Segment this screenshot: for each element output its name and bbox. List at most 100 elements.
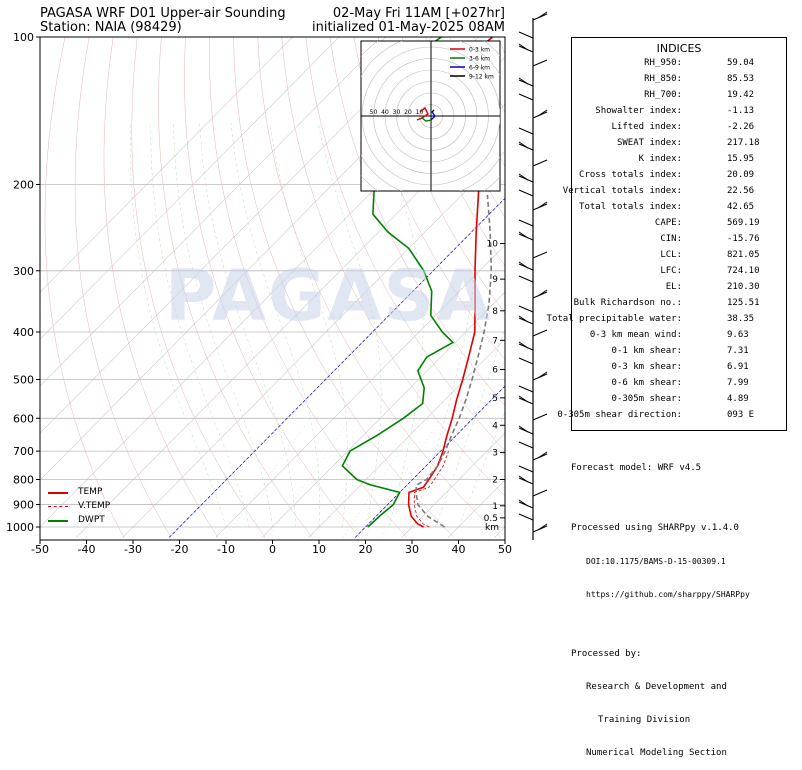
index-row: Lifted index: -2.26	[572, 122, 786, 138]
x-tick-label: -40	[78, 543, 96, 556]
index-value: 42.65	[727, 202, 754, 212]
index-row: Showalter index:-1.13	[572, 106, 786, 122]
y-tick-label: 600	[13, 412, 34, 425]
index-row: Total precipitable water:38.35	[572, 314, 786, 330]
hodograph-legend-label: 6-9 km	[469, 65, 490, 72]
legend-temp: TEMP	[44, 485, 110, 499]
wind-barb	[519, 386, 533, 392]
x-tick-label: -50	[31, 543, 49, 556]
index-value: 19.42	[727, 90, 754, 100]
index-label: Lifted index:	[612, 122, 682, 132]
y-tick-label: 200	[13, 179, 34, 192]
wind-barb	[519, 232, 533, 240]
y-tick-label: 500	[13, 373, 34, 386]
height-label: 8	[492, 307, 498, 317]
wind-barb	[519, 262, 533, 270]
index-row: CAPE:569.19	[572, 218, 786, 234]
height-label: 6	[492, 365, 498, 375]
index-value: 15.95	[727, 154, 754, 164]
index-value: 9.63	[727, 330, 749, 340]
index-value: 6.91	[727, 362, 749, 372]
wind-barb	[519, 306, 533, 312]
index-value: -15.76	[727, 234, 760, 244]
index-label: 0-305m shear:	[612, 394, 682, 404]
index-label: K index:	[639, 154, 682, 164]
wind-barb	[533, 414, 547, 420]
index-label: LCL:	[660, 250, 682, 260]
wind-barb-flag	[519, 128, 533, 134]
index-row: Cross totals index:20.09	[572, 170, 786, 186]
wind-barb-flag	[519, 276, 533, 282]
index-label: Total precipitable water:	[547, 314, 682, 324]
index-value: -1.13	[727, 106, 754, 116]
height-label: 1	[492, 502, 498, 512]
y-tick-label: 900	[13, 499, 34, 512]
wind-barb	[519, 94, 533, 100]
height-label: 4	[492, 421, 498, 431]
x-tick-label: -20	[171, 543, 189, 556]
x-tick-label: 30	[405, 543, 419, 556]
height-label: 7	[492, 336, 498, 346]
y-tick-label: 400	[13, 326, 34, 339]
index-row: LCL:821.05	[572, 250, 786, 266]
wind-barb	[519, 142, 533, 150]
wind-barb	[519, 190, 533, 196]
wind-barb	[519, 128, 533, 134]
index-label: RH_850:	[644, 74, 682, 84]
wind-barb-flag	[519, 94, 533, 100]
wind-barb	[519, 426, 533, 434]
wind-barb	[519, 358, 533, 364]
x-tick-label: 40	[452, 543, 466, 556]
wind-barb-flag	[519, 466, 533, 472]
wind-barb	[533, 452, 547, 460]
sharppy-url: https://github.com/sharppy/SHARPpy	[571, 589, 750, 600]
wind-barb-flag	[533, 414, 547, 420]
wind-barb-flag	[533, 160, 547, 166]
wind-barb-flag	[519, 306, 533, 312]
index-label: 0-3 km shear:	[612, 362, 682, 372]
y-tick-label: 100	[13, 31, 34, 44]
wind-barb	[519, 442, 533, 448]
wind-barb	[519, 316, 533, 324]
index-row: LFC:724.10	[572, 266, 786, 282]
x-tick-label: 0	[269, 543, 276, 556]
org-line-1: Research & Development and	[571, 682, 750, 693]
doi: DOI:10.1175/BAMS-D-15-00309.1	[571, 556, 750, 567]
height-label: 10	[487, 240, 499, 250]
wind-barb-flag	[533, 330, 547, 336]
index-value: 7.99	[727, 378, 749, 388]
hodograph-legend-label: 9-12 km	[469, 74, 494, 81]
mixing-ratio-line	[381, 418, 457, 537]
wind-barb-flag	[533, 60, 547, 66]
x-tick-label: -10	[217, 543, 235, 556]
hodograph-ring-label: 20	[404, 109, 412, 116]
hodograph-ring-label: 40	[381, 109, 389, 116]
index-value: -2.26	[727, 122, 754, 132]
index-value: 125.51	[727, 298, 760, 308]
wind-barb-flag	[519, 358, 533, 364]
y-tick-label: 300	[13, 265, 34, 278]
wind-barb	[519, 476, 533, 484]
y-tick-label: 800	[13, 474, 34, 487]
index-label: CAPE:	[655, 218, 682, 228]
org-line-3: Numerical Modeling Section	[571, 748, 750, 759]
index-label: LFC:	[660, 266, 682, 276]
wind-barb	[533, 252, 547, 258]
index-row: Vertical totals index:22.56	[572, 186, 786, 202]
index-label: Bulk Richardson no.:	[574, 298, 682, 308]
index-value: 85.53	[727, 74, 754, 84]
wind-barb-flag	[519, 190, 533, 196]
index-row: 0-305m shear direction:093 E	[572, 410, 786, 426]
index-label: 0-305m shear direction:	[557, 410, 682, 420]
index-row: 0-3 km shear: 6.91	[572, 362, 786, 378]
index-row: RH_850: 85.53	[572, 74, 786, 90]
index-row: 0-305m shear:4.89	[572, 394, 786, 410]
index-row: SWEAT index:217.18	[572, 138, 786, 154]
wind-barb	[519, 44, 533, 52]
hodograph-legend-label: 3-6 km	[469, 56, 490, 63]
index-value: 7.31	[727, 346, 749, 356]
index-row: EL:210.30	[572, 282, 786, 298]
wind-barb	[533, 110, 547, 118]
wind-barb	[519, 174, 533, 182]
legend-dwpt: DWPT	[44, 513, 110, 527]
